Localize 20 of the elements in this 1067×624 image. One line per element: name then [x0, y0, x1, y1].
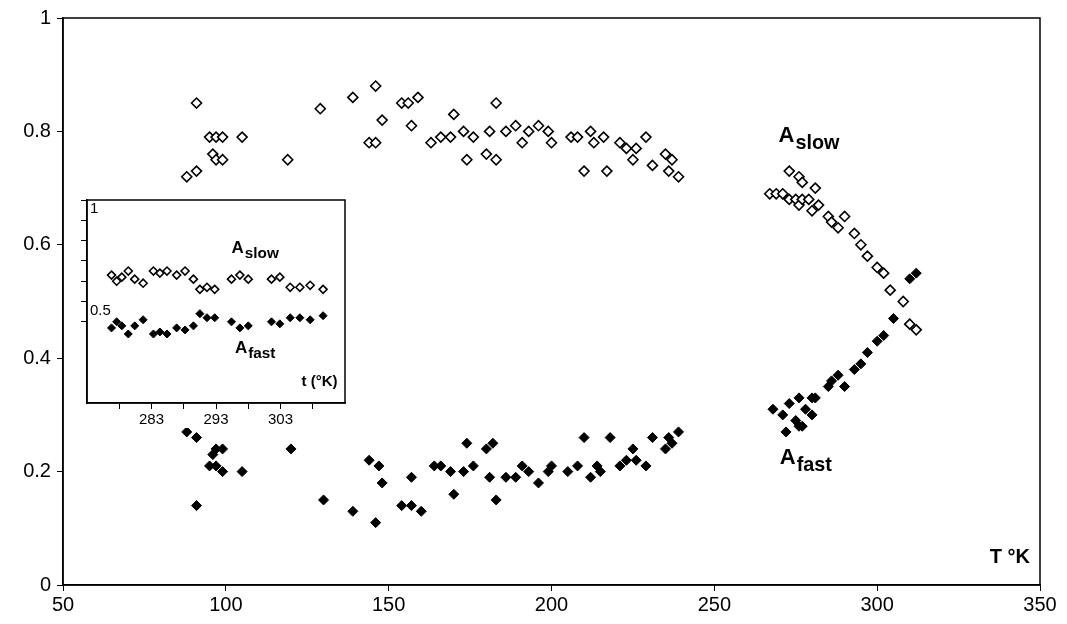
y-tick-label: 0 — [39, 572, 51, 595]
x-tick-label: 300 — [860, 592, 894, 615]
x-tick-label: 50 — [51, 592, 75, 615]
y-tick-label: 0.2 — [23, 459, 51, 482]
y-tick-label: 1 — [39, 5, 51, 28]
x-tick-label: 150 — [371, 592, 406, 615]
x-axis-title: T °K — [989, 544, 1031, 567]
y-tick-label: 0.5 — [90, 300, 111, 318]
y-tick-label: 0.6 — [23, 232, 51, 255]
x-axis-title: t (°K) — [301, 372, 338, 390]
x-tick-label: 283 — [138, 410, 165, 428]
x-tick-label: 100 — [209, 592, 243, 615]
x-tick-label: 350 — [1023, 592, 1057, 615]
x-tick-label: 293 — [203, 410, 229, 428]
x-tick-label: 200 — [534, 592, 569, 615]
y-tick-label: 0.8 — [23, 118, 51, 141]
x-tick-label: 250 — [697, 592, 732, 615]
y-tick-label: 0.4 — [23, 345, 51, 368]
y-tick-label: 1 — [90, 199, 99, 217]
x-tick-label: 303 — [267, 410, 294, 428]
